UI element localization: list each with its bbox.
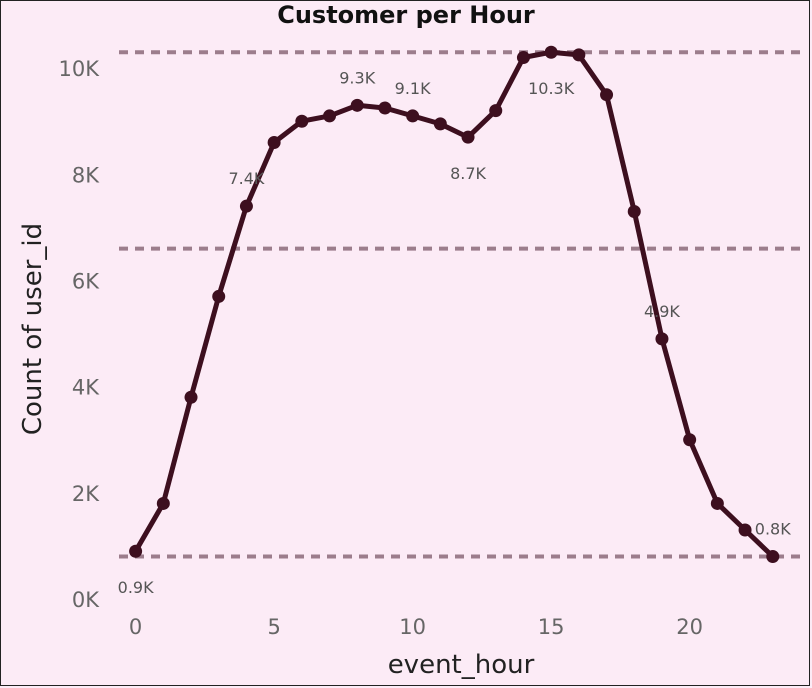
- data-point: [129, 544, 143, 558]
- data-label: 10.3K: [528, 79, 575, 98]
- data-point: [156, 496, 170, 510]
- data-point: [350, 98, 364, 112]
- data-label: 9.3K: [339, 68, 375, 87]
- y-axis-label: Count of user_id: [18, 223, 48, 435]
- data-point: [516, 51, 530, 65]
- data-point: [433, 117, 447, 131]
- data-point: [378, 101, 392, 115]
- y-tick-label: 2K: [72, 482, 100, 506]
- data-labels: 0.9K 7.4K 9.3K 9.1K 8.7K 10.3K 4.9K 0.8K: [118, 68, 792, 597]
- data-point: [655, 332, 669, 346]
- data-point: [239, 199, 253, 213]
- data-point: [600, 88, 614, 102]
- data-point: [323, 109, 337, 123]
- data-point: [489, 104, 503, 118]
- data-label: 7.4K: [228, 169, 264, 188]
- data-point: [184, 390, 198, 404]
- y-tick-label: 0K: [72, 588, 100, 612]
- data-point: [683, 433, 697, 447]
- data-point: [766, 550, 780, 564]
- data-point: [544, 45, 558, 59]
- data-point: [212, 289, 226, 303]
- data-label: 8.7K: [450, 164, 486, 183]
- x-axis-label: event_hour: [388, 650, 535, 680]
- data-point: [406, 109, 420, 123]
- series-line: [133, 49, 776, 559]
- y-tick-label: 10K: [59, 57, 101, 81]
- y-axis-ticks: 0K 2K 4K 6K 8K 10K: [59, 57, 101, 612]
- data-point: [267, 135, 281, 149]
- x-tick-label: 0: [129, 615, 142, 639]
- y-tick-label: 6K: [72, 269, 100, 293]
- data-point: [710, 496, 724, 510]
- y-tick-label: 8K: [72, 163, 100, 187]
- data-point: [461, 130, 475, 144]
- data-label: 4.9K: [644, 302, 680, 321]
- data-label: 9.1K: [395, 79, 431, 98]
- y-tick-label: 4K: [72, 376, 100, 400]
- x-axis-ticks: 0 5 10 15 20: [129, 615, 703, 639]
- data-point: [738, 523, 752, 537]
- x-tick-label: 10: [399, 615, 426, 639]
- x-tick-label: 15: [538, 615, 565, 639]
- data-point: [295, 114, 309, 128]
- data-point: [627, 204, 641, 218]
- data-label: 0.8K: [755, 520, 791, 539]
- x-tick-label: 5: [267, 615, 280, 639]
- series-group: [129, 45, 780, 564]
- data-point: [572, 48, 586, 62]
- x-tick-label: 20: [676, 615, 703, 639]
- chart-title: Customer per Hour: [277, 1, 535, 29]
- reference-lines: [119, 50, 806, 559]
- data-label: 0.9K: [118, 578, 154, 597]
